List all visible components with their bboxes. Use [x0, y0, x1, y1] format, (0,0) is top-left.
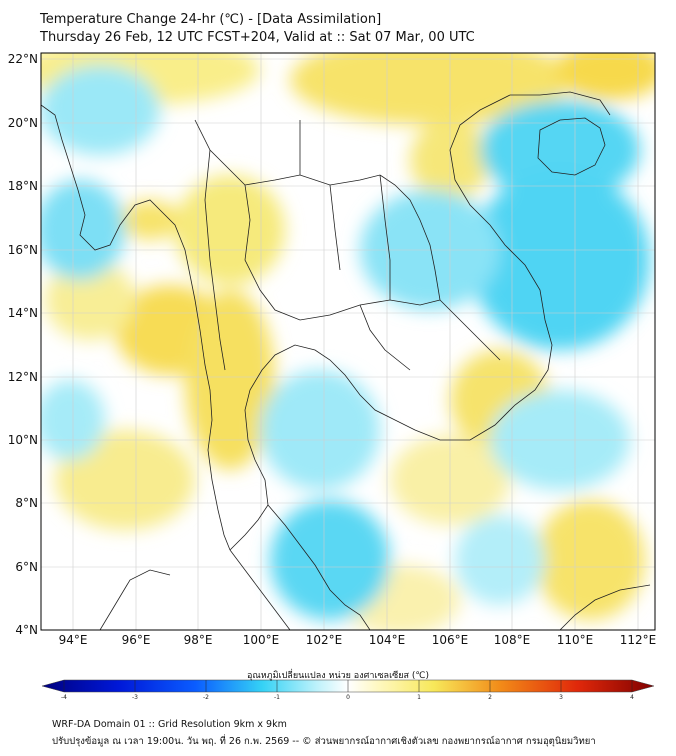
- colorbar-label: 2: [488, 694, 492, 701]
- colorbar-title: อุณหภูมิเปลี่ยนแปลง หน่วย องศาเซลเซียส (…: [246, 671, 430, 681]
- lon-label: 110°E: [556, 633, 594, 647]
- colorbar-label: 1: [417, 694, 421, 701]
- colorbar-label: -3: [132, 694, 138, 701]
- lon-label: 104°E: [368, 633, 406, 647]
- lat-label: 8°N: [15, 496, 38, 510]
- lon-label: 98°E: [183, 633, 213, 647]
- lon-label: 100°E: [242, 633, 280, 647]
- lon-label: 102°E: [305, 633, 343, 647]
- lat-label: 20°N: [7, 116, 38, 130]
- lon-label: 108°E: [493, 633, 531, 647]
- lon-label: 106°E: [431, 633, 469, 647]
- colorbar-label: -1: [274, 694, 280, 701]
- lat-label: 22°N: [7, 52, 38, 66]
- lat-label: 10°N: [7, 433, 38, 447]
- lat-label: 12°N: [7, 370, 38, 384]
- coastlines: [41, 91, 651, 630]
- lon-label: 96°E: [121, 633, 151, 647]
- lat-label: 6°N: [15, 560, 38, 574]
- lat-label: 18°N: [7, 179, 38, 193]
- colorbar-label: 4: [630, 694, 634, 701]
- map-subtitle: Thursday 26 Feb, 12 UTC FCST+204, Valid …: [40, 30, 475, 45]
- lat-label: 4°N: [15, 623, 38, 637]
- colorbar: [41, 679, 655, 693]
- lat-label: 16°N: [7, 243, 38, 257]
- colorbar-label: -2: [203, 694, 209, 701]
- lat-label: 14°N: [7, 306, 38, 320]
- colorbar-label: 0: [346, 694, 350, 701]
- lon-label: 94°E: [58, 633, 88, 647]
- colorbar-label: 3: [559, 694, 563, 701]
- map-title: Temperature Change 24-hr (℃) - [Data Ass…: [40, 12, 382, 27]
- graticule: [41, 53, 655, 630]
- lon-label: 112°E: [619, 633, 657, 647]
- colorbar-label: -4: [61, 694, 67, 701]
- temperature-field: [41, 53, 655, 630]
- footer-resolution: WRF-DA Domain 01 :: Grid Resolution 9km …: [52, 719, 287, 730]
- footer-credit: ปรับปรุงข้อมูล ณ เวลา 19:00น. วัน พฤ. ที…: [52, 736, 596, 747]
